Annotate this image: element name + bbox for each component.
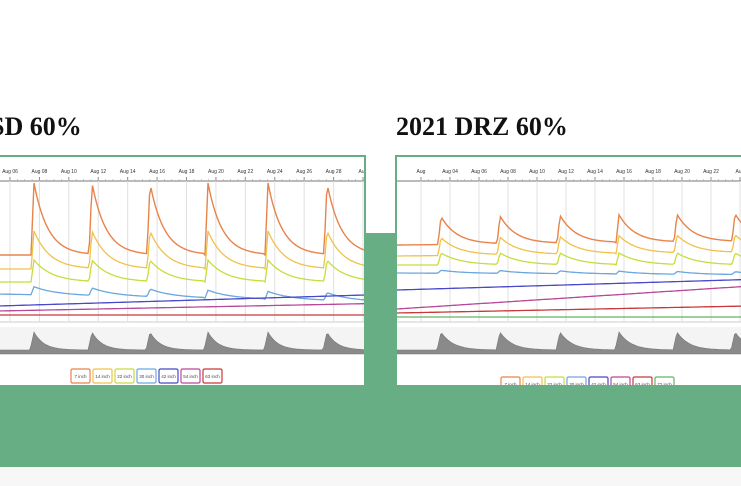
x-tick-label: Aug 26 (296, 169, 312, 175)
x-tick-label: Aug 22 (237, 169, 253, 175)
x-tick-label: Aug 28 (326, 169, 342, 175)
series-line (397, 286, 741, 310)
legend-box (202, 368, 223, 384)
legend-box (588, 376, 609, 385)
series-line (397, 251, 741, 266)
chart-panel-right: Aug Aug 04 Aug 06 Aug 08 Aug 10 Aug 12 Aug 14 A… (395, 155, 741, 387)
x-tick-label: Aug (736, 169, 741, 175)
series-line (397, 305, 741, 314)
legend-box (136, 368, 157, 384)
x-tick-label: Aug 14 (120, 169, 136, 175)
legend-box (180, 368, 201, 384)
x-tick-label: Aug 18 (645, 169, 661, 175)
series-line (0, 285, 364, 301)
x-tick-label: Aug 20 (208, 169, 224, 175)
series-line (397, 212, 741, 246)
legend-box (114, 368, 135, 384)
x-tick-label: Aug 24 (267, 169, 283, 175)
x-tick-label: Aug (359, 169, 366, 175)
series-line (397, 279, 741, 291)
x-tick-label: Aug 16 (149, 169, 165, 175)
legend-label: 22 inch (117, 374, 132, 379)
x-tick-label: Aug 04 (442, 169, 458, 175)
series-line (397, 269, 741, 276)
chart-title-right: 2021 DRZ 60% (396, 112, 568, 141)
legend-label: 63 inch (205, 374, 220, 379)
x-tick-label: Aug 14 (587, 169, 603, 175)
legend-label: 7 inch (504, 382, 517, 387)
legend-label: 14 inch (525, 382, 540, 387)
series-line (0, 258, 364, 284)
background-green-block (366, 233, 396, 393)
legend-label: 42 inch (591, 382, 606, 387)
legend-label: 63 inch (635, 382, 650, 387)
background-green-band (0, 387, 741, 467)
x-tick-label: Aug 16 (616, 169, 632, 175)
area-strip (397, 331, 741, 355)
x-tick-label: Aug 10 (61, 169, 77, 175)
legend-box (544, 376, 565, 385)
x-tick-label: Aug 18 (179, 169, 195, 175)
x-tick-label: Aug 12 (90, 169, 106, 175)
legend-box (500, 376, 521, 385)
chart-title-left: SD 60% (0, 112, 82, 141)
chart-panel-left: Aug 06 Aug 08 Aug 10 Aug 12 Aug 14 Aug 16 Aug … (0, 155, 366, 387)
x-tick-label: Aug 20 (674, 169, 690, 175)
legend-box (70, 368, 91, 384)
legend-label: 54 inch (613, 382, 628, 387)
legend-box (92, 368, 113, 384)
legend-label: 30 inch (139, 374, 154, 379)
x-tick-label: Aug 06 (471, 169, 487, 175)
series-line (0, 182, 364, 257)
legend-label: 14 inch (95, 374, 110, 379)
series-line (0, 294, 364, 307)
legend-box (522, 376, 543, 385)
x-tick-label: Aug 22 (703, 169, 719, 175)
legend-box (654, 376, 675, 385)
legend-label: 72 inch (657, 382, 672, 387)
legend-box (610, 376, 631, 385)
legend-label: 30 inch (569, 382, 584, 387)
series-line (0, 229, 364, 271)
legend-label: 22 inch (547, 382, 562, 387)
x-tick-label: Aug 08 (500, 169, 516, 175)
legend-box (566, 376, 587, 385)
chart-right: Aug Aug 04 Aug 06 Aug 08 Aug 10 Aug 12 Aug 14 A… (397, 169, 741, 387)
x-tick-label: Aug (417, 169, 426, 175)
series-line (0, 303, 364, 312)
x-tick-label: Aug 10 (529, 169, 545, 175)
legend-label: 54 inch (183, 374, 198, 379)
chart-left: Aug 06 Aug 08 Aug 10 Aug 12 Aug 14 Aug 16 Aug … (0, 169, 366, 384)
area-strip (0, 331, 364, 355)
series-line (397, 234, 741, 257)
x-tick-label: Aug 08 (31, 169, 47, 175)
x-tick-label: Aug 06 (2, 169, 18, 175)
x-tick-label: Aug 12 (558, 169, 574, 175)
legend-box (158, 368, 179, 384)
legend-box (632, 376, 653, 385)
legend-label: 7 inch (74, 374, 87, 379)
legend-label: 42 inch (161, 374, 176, 379)
bottom-strip (0, 467, 741, 486)
